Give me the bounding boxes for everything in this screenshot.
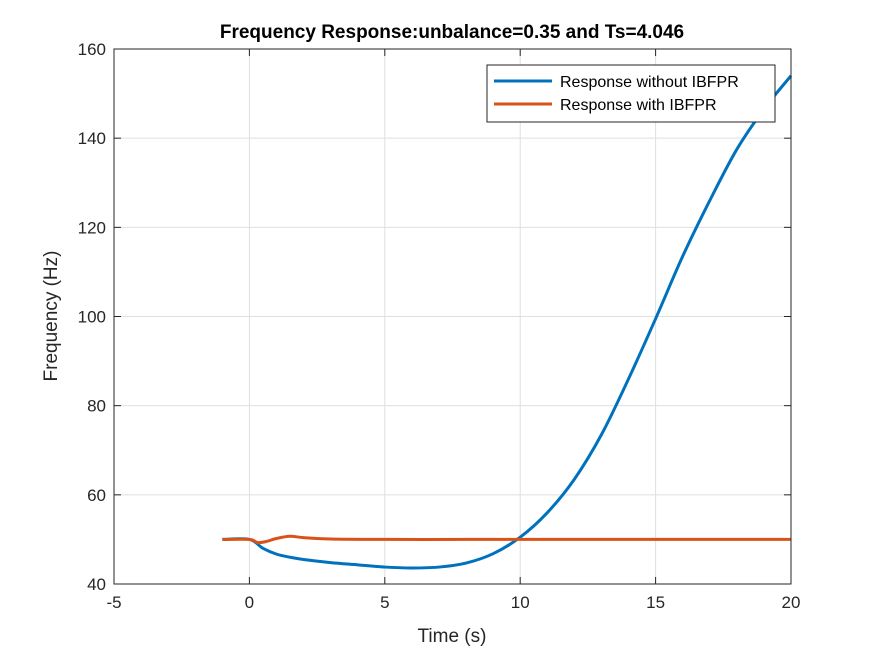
y-axis-label: Frequency (Hz): [41, 251, 62, 382]
legend-label-without-ibfpr: Response without IBFPR: [560, 74, 739, 91]
y-tick-label: 140: [78, 129, 106, 148]
x-axis-label: Time (s): [418, 626, 487, 647]
tick-labels: -5 0 5 10 15 20 40 60 80 100 120 140 160: [78, 40, 801, 612]
y-tick-label: 40: [87, 575, 106, 594]
legend-box: [486, 64, 776, 123]
x-tick-label: -5: [106, 593, 121, 612]
chart-title: Frequency Response:unbalance=0.35 and Ts…: [220, 22, 684, 43]
legend: Response without IBFPR Response with IBF…: [486, 64, 776, 123]
x-tick-label: 20: [782, 593, 801, 612]
series-line-without-ibfpr: [222, 74, 793, 570]
legend-label-with-ibfpr: Response with IBFPR: [560, 97, 717, 114]
x-tick-label: 0: [245, 593, 254, 612]
x-tick-label: 15: [646, 593, 665, 612]
y-tick-label: 120: [78, 218, 106, 237]
y-tick-label: 160: [78, 40, 106, 59]
x-tick-label: 10: [511, 593, 530, 612]
y-tick-label: 100: [78, 308, 106, 327]
tick-marks: [113, 48, 792, 585]
x-tick-label: 5: [380, 593, 389, 612]
series-line-with-ibfpr: [222, 534, 791, 545]
series-lines: [222, 74, 793, 570]
y-tick-label: 80: [87, 397, 106, 416]
y-tick-label: 60: [87, 486, 106, 505]
